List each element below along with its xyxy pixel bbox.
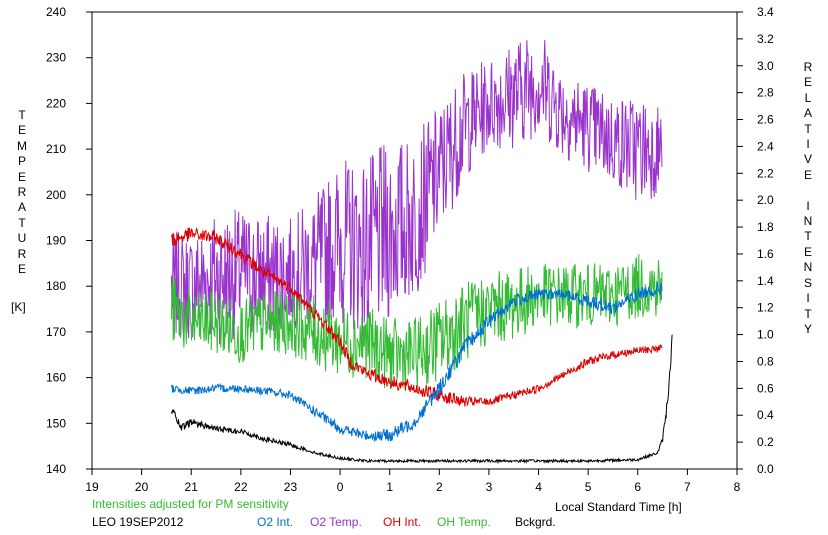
right-tick-label: 3.2 [757, 32, 774, 46]
left-tick-label: 200 [46, 188, 66, 202]
left-tick-label: 230 [46, 51, 66, 65]
left-tick-label: 150 [46, 416, 66, 430]
left-axis-ticks: 140 150 160 170 180 190 200 210 220 230 240 [46, 5, 92, 476]
left-tick-label: 210 [46, 142, 66, 156]
x-tick-label: 3 [486, 480, 493, 494]
left-tick-label: 180 [46, 279, 66, 293]
right-tick-label: 0.2 [757, 435, 774, 449]
series-layer [170, 40, 673, 464]
left-tick-label: 190 [46, 234, 66, 248]
right-tick-label: 3.0 [757, 59, 774, 73]
right-tick-label: 0.6 [757, 381, 774, 395]
right-tick-label: 2.4 [757, 139, 774, 153]
x-tick-label: 2 [436, 480, 443, 494]
right-axis-ticks: 0.0 0.2 0.4 0.6 0.8 1.0 1.2 1.4 1.6 1.8 2.0 2.2 2.4 2… [737, 5, 774, 476]
x-axis-ticks: 19 20 21 22 23 0 1 2 3 4 5 6 7 8 [85, 469, 741, 494]
legend-bckgrd: Bckgrd. [515, 515, 556, 529]
station-label: LEO 19SEP2012 [92, 515, 184, 529]
x-tick-label: 8 [734, 480, 741, 494]
x-tick-label: 19 [85, 480, 99, 494]
plot-frame [91, 11, 738, 470]
x-tick-label: 20 [135, 480, 149, 494]
left-tick-label: 170 [46, 325, 66, 339]
right-tick-label: 0.0 [757, 462, 774, 476]
x-tick-label: 5 [585, 480, 592, 494]
x-tick-label: 1 [386, 480, 393, 494]
right-tick-label: 0.8 [757, 354, 774, 368]
x-tick-label: 6 [634, 480, 641, 494]
series-line-o2-int [170, 282, 663, 442]
legend-oh-temp: OH Temp. [437, 515, 491, 529]
right-tick-label: 1.0 [757, 328, 774, 342]
series-line-oh-temp [170, 254, 663, 392]
left-tick-label: 240 [46, 5, 66, 19]
right-tick-label: 2.6 [757, 113, 774, 127]
right-tick-label: 0.4 [757, 408, 774, 422]
right-tick-label: 1.4 [757, 274, 774, 288]
x-tick-label: 0 [337, 480, 344, 494]
x-tick-label: 7 [684, 480, 691, 494]
left-tick-label: 160 [46, 371, 66, 385]
right-tick-label: 1.2 [757, 301, 774, 315]
series-line-o2-temp [170, 40, 663, 345]
right-tick-label: 2.2 [757, 166, 774, 180]
x-tick-label: 23 [284, 480, 298, 494]
legend-o2-temp: O2 Temp. [310, 515, 362, 529]
right-tick-label: 2.8 [757, 86, 774, 100]
right-tick-label: 3.4 [757, 5, 774, 19]
legend-oh-int: OH Int. [383, 515, 422, 529]
left-tick-label: 140 [46, 462, 66, 476]
x-axis-label: Local Standard Time [h] [555, 500, 682, 514]
series-line-oh-int [170, 227, 663, 407]
x-tick-label: 22 [234, 480, 248, 494]
legend-o2-int: O2 Int. [257, 515, 294, 529]
series-line-bckgrd [170, 334, 673, 464]
right-tick-label: 2.0 [757, 193, 774, 207]
right-tick-label: 1.6 [757, 247, 774, 261]
left-axis-unit: [K] [11, 300, 26, 314]
left-tick-label: 220 [46, 96, 66, 110]
x-tick-label: 4 [535, 480, 542, 494]
x-tick-label: 21 [185, 480, 199, 494]
right-tick-label: 1.8 [757, 220, 774, 234]
note-text: Intensities adjusted for PM sensitivity [92, 497, 289, 511]
